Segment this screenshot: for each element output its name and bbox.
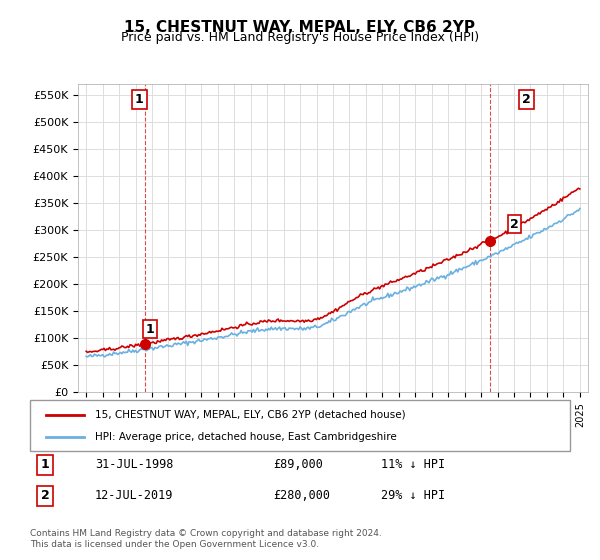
Text: 31-JUL-1998: 31-JUL-1998 bbox=[95, 459, 173, 472]
Text: 2: 2 bbox=[523, 93, 531, 106]
Text: 29% ↓ HPI: 29% ↓ HPI bbox=[381, 489, 445, 502]
FancyBboxPatch shape bbox=[30, 400, 570, 451]
Text: Contains HM Land Registry data © Crown copyright and database right 2024.
This d: Contains HM Land Registry data © Crown c… bbox=[30, 529, 382, 549]
Text: Price paid vs. HM Land Registry's House Price Index (HPI): Price paid vs. HM Land Registry's House … bbox=[121, 31, 479, 44]
Text: 15, CHESTNUT WAY, MEPAL, ELY, CB6 2YP: 15, CHESTNUT WAY, MEPAL, ELY, CB6 2YP bbox=[125, 20, 476, 35]
Text: 2: 2 bbox=[41, 489, 50, 502]
Text: 2: 2 bbox=[510, 218, 519, 231]
Text: 1: 1 bbox=[41, 459, 50, 472]
Text: 1: 1 bbox=[146, 323, 154, 336]
Text: HPI: Average price, detached house, East Cambridgeshire: HPI: Average price, detached house, East… bbox=[95, 432, 397, 442]
Text: £89,000: £89,000 bbox=[273, 459, 323, 472]
Text: 15, CHESTNUT WAY, MEPAL, ELY, CB6 2YP (detached house): 15, CHESTNUT WAY, MEPAL, ELY, CB6 2YP (d… bbox=[95, 409, 406, 419]
Text: 11% ↓ HPI: 11% ↓ HPI bbox=[381, 459, 445, 472]
Text: £280,000: £280,000 bbox=[273, 489, 330, 502]
Text: 1: 1 bbox=[135, 93, 143, 106]
Text: 12-JUL-2019: 12-JUL-2019 bbox=[95, 489, 173, 502]
